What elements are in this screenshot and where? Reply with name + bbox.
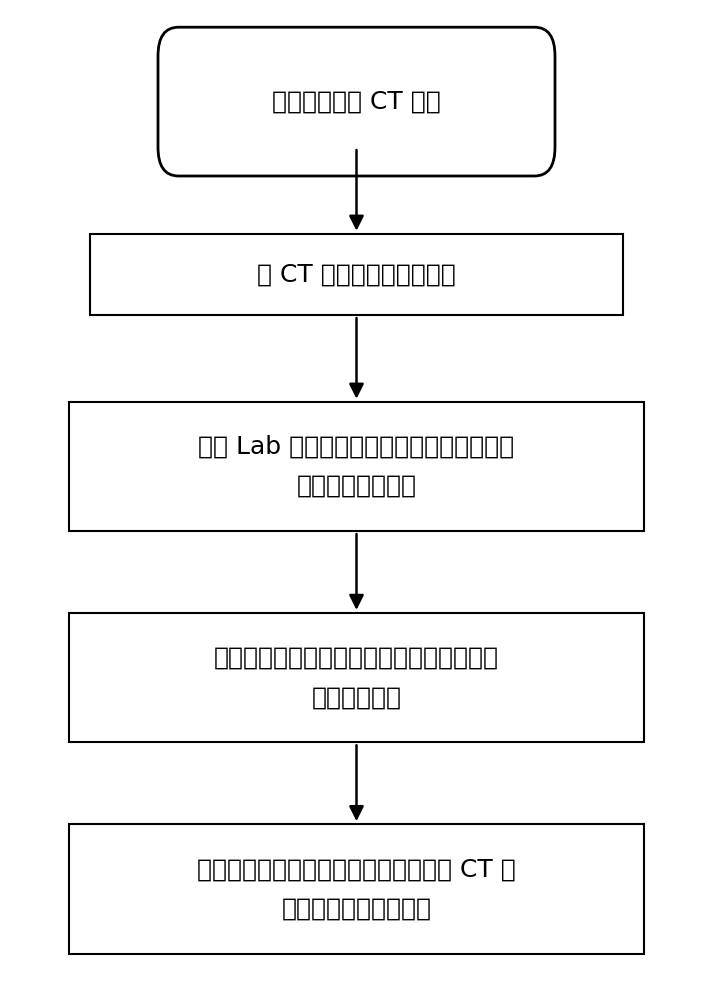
- FancyBboxPatch shape: [69, 613, 644, 742]
- FancyBboxPatch shape: [158, 27, 555, 176]
- Text: 通过 Lab 颜色空间提取钙化斑点所在超像素
区域的亮度特征值: 通过 Lab 颜色空间提取钙化斑点所在超像素 区域的亮度特征值: [198, 435, 515, 498]
- Text: 利用主动轮廓模型优化椭圆轮廓进而提取钙
化斑点的面积: 利用主动轮廓模型优化椭圆轮廓进而提取钙 化斑点的面积: [214, 646, 499, 709]
- Text: 根据亮度特征值与钙化斑点的面积获得 CT 图
像中钙化程度的判断值: 根据亮度特征值与钙化斑点的面积获得 CT 图 像中钙化程度的判断值: [197, 857, 516, 920]
- Text: 对 CT 图像进行超像素分割: 对 CT 图像进行超像素分割: [257, 262, 456, 286]
- FancyBboxPatch shape: [69, 824, 644, 954]
- FancyBboxPatch shape: [90, 234, 623, 315]
- FancyBboxPatch shape: [69, 402, 644, 531]
- Text: 输入下肢血管 CT 图像: 输入下肢血管 CT 图像: [272, 90, 441, 114]
